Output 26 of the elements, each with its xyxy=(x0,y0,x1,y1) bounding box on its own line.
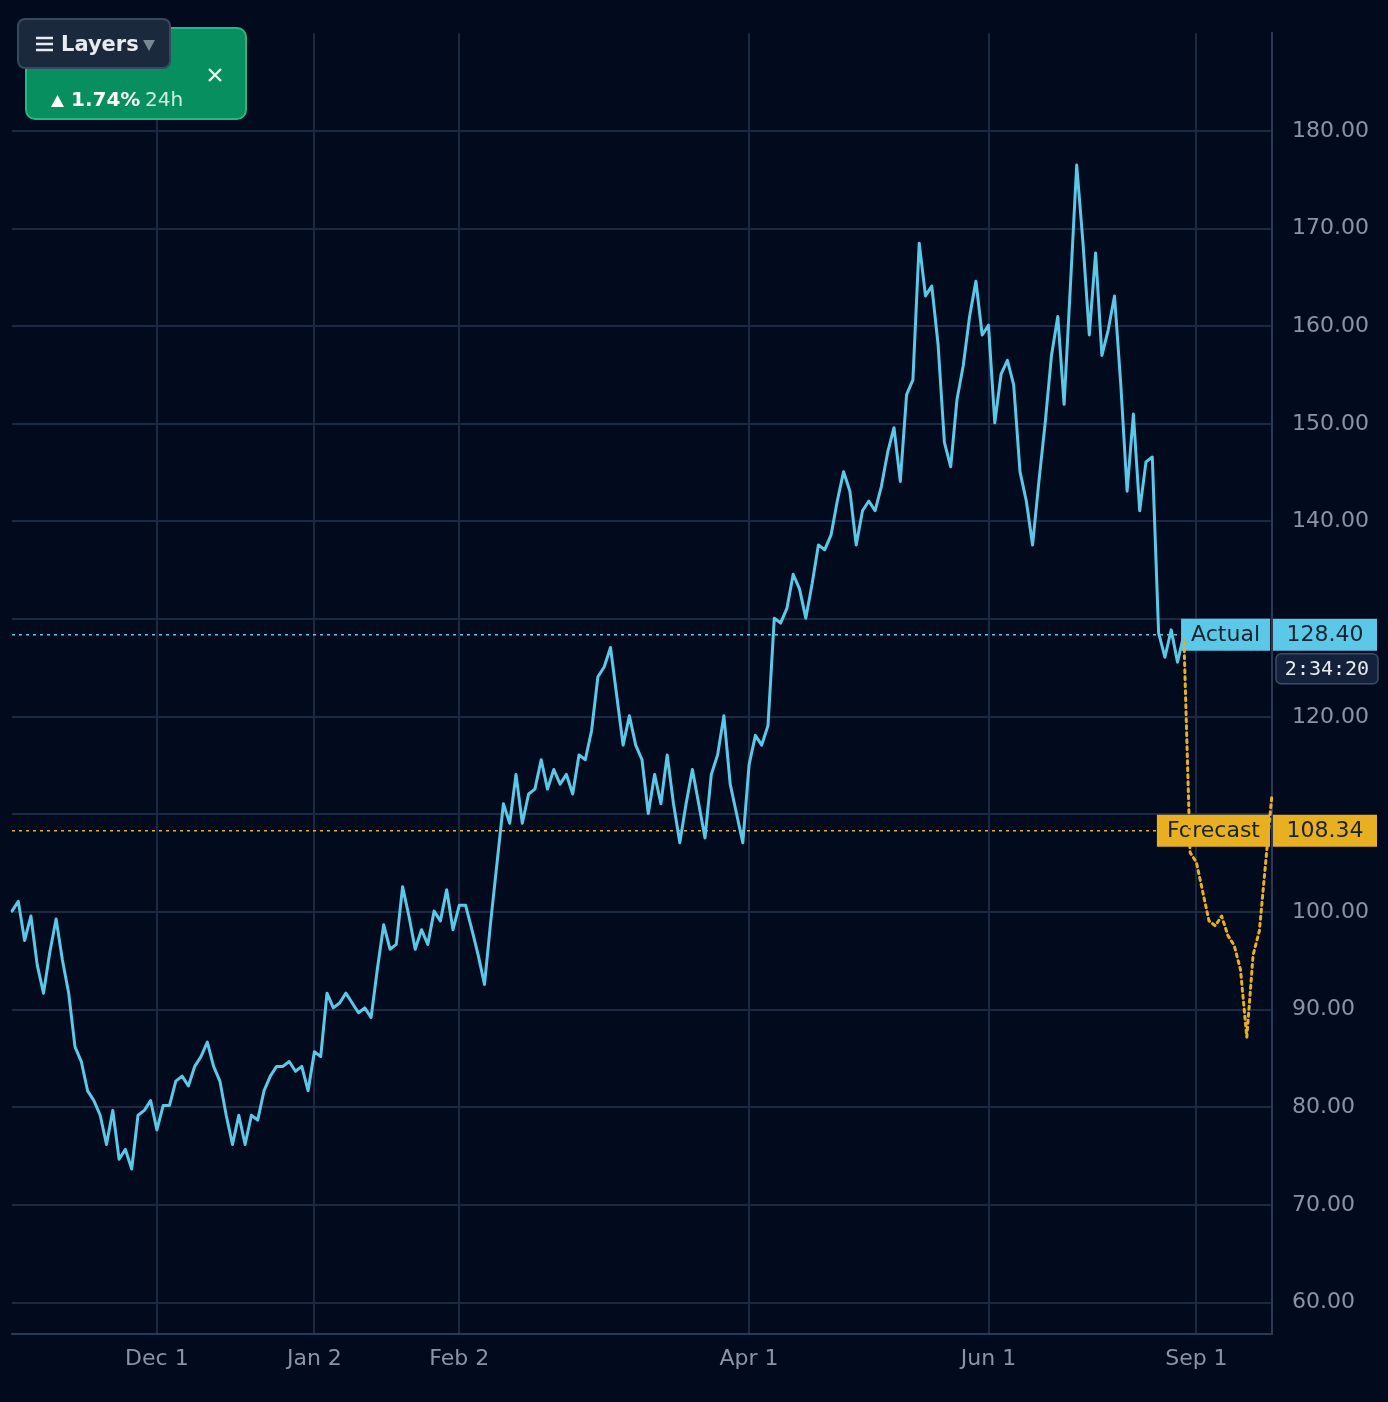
x-tick-label: Sep 1 xyxy=(1165,1344,1228,1370)
x-tick-label: Dec 1 xyxy=(125,1344,189,1370)
y-tick-label: 150.00 xyxy=(1292,409,1369,435)
text: 2:34:20 xyxy=(1284,655,1370,680)
text: 108.34 xyxy=(1286,817,1364,843)
y-tick-label: 170.00 xyxy=(1292,214,1369,240)
annotation: Layers xyxy=(61,32,139,56)
x-tick-label: Feb 2 xyxy=(429,1344,490,1370)
y-tick-label: 100.00 xyxy=(1292,897,1369,923)
y-tick-label: 160.00 xyxy=(1292,311,1369,337)
x-tick-label: Jun 1 xyxy=(958,1344,1017,1370)
text: 128.40 xyxy=(1286,621,1364,647)
y-tick-label: 70.00 xyxy=(1292,1190,1355,1216)
y-tick-label: 60.00 xyxy=(1292,1288,1355,1314)
y-tick-label: 140.00 xyxy=(1292,507,1369,533)
y-tick-label: 80.00 xyxy=(1292,1093,1355,1119)
annotation: 24h xyxy=(145,87,184,111)
x-tick-label: Apr 1 xyxy=(719,1344,779,1370)
y-tick-label: 180.00 xyxy=(1292,116,1369,142)
y-tick-label: 120.00 xyxy=(1292,702,1369,728)
y-tick-label: 90.00 xyxy=(1292,995,1355,1021)
layers-button: Layers xyxy=(17,18,171,69)
ref-line-label: Forecast xyxy=(1166,817,1261,843)
ref-line-label: Actual xyxy=(1191,621,1260,647)
x-tick-label: Jan 2 xyxy=(284,1344,342,1370)
annotation: 1.74% xyxy=(71,87,141,111)
